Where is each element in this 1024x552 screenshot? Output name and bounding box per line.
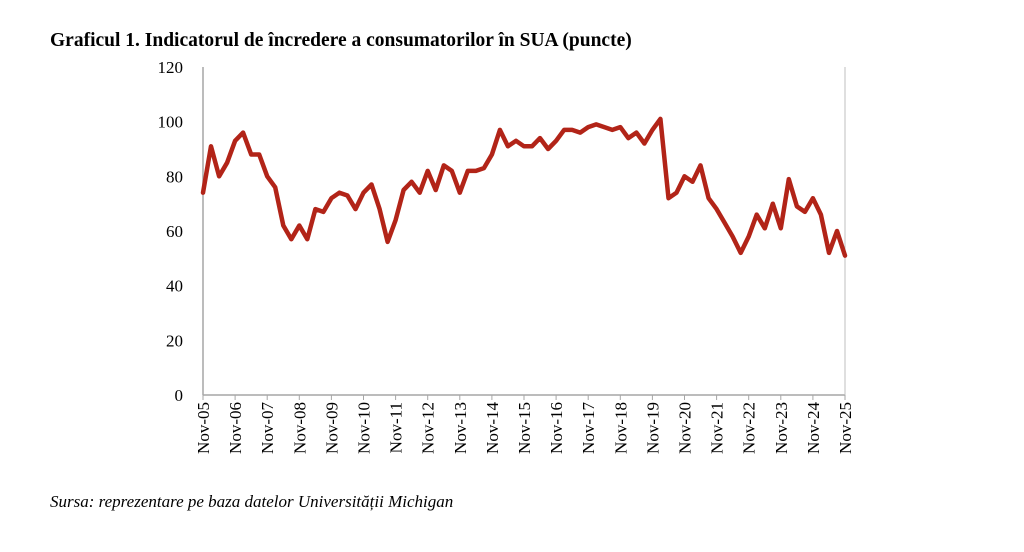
x-tick-label: Nov-15 <box>515 402 534 454</box>
x-tick-label: Nov-16 <box>547 402 566 454</box>
y-tick-label: 60 <box>166 222 183 241</box>
y-tick-label: 20 <box>166 331 183 350</box>
y-tick-label: 40 <box>166 277 183 296</box>
x-tick-label: Nov-09 <box>322 402 341 454</box>
x-tick-label: Nov-13 <box>451 402 470 454</box>
series-line <box>200 116 848 258</box>
x-tick-label: Nov-24 <box>804 402 823 454</box>
x-tick-label: Nov-22 <box>740 402 759 454</box>
x-tick-label: Nov-07 <box>258 402 277 454</box>
x-tick-label: Nov-06 <box>226 402 245 454</box>
chart-title: Graficul 1. Indicatorul de încredere a c… <box>50 30 632 51</box>
y-tick-label: 80 <box>166 167 183 186</box>
x-tick-label: Nov-23 <box>772 402 791 454</box>
x-tick-label: Nov-19 <box>643 402 662 454</box>
source-note: Sursa: reprezentare pe baza datelor Univ… <box>50 492 454 511</box>
x-tick-label: Nov-21 <box>708 402 727 454</box>
x-tick-label: Nov-05 <box>194 402 213 454</box>
x-tick-label: Nov-25 <box>836 402 855 454</box>
y-tick-label: 120 <box>158 58 184 77</box>
x-tick-label: Nov-14 <box>483 402 502 454</box>
x-tick-label: Nov-08 <box>290 402 309 454</box>
x-tick-label: Nov-17 <box>579 402 598 454</box>
x-tick-label: Nov-20 <box>676 402 695 454</box>
x-tick-label: Nov-18 <box>611 402 630 454</box>
x-tick-label: Nov-11 <box>387 402 406 453</box>
x-tick-label: Nov-10 <box>355 402 374 454</box>
y-tick-label: 100 <box>158 113 184 132</box>
y-tick-label: 0 <box>175 386 184 405</box>
x-tick-label: Nov-12 <box>419 402 438 454</box>
